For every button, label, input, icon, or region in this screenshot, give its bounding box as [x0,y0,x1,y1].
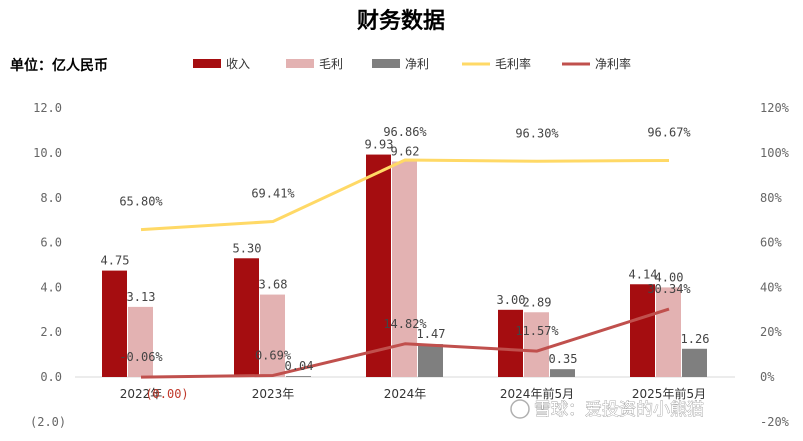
bar-净利 [418,344,443,377]
legend-swatch [372,59,400,68]
data-label-收入: 3.00 [497,293,526,307]
bar-收入 [498,309,523,377]
bar-净利 [286,376,311,377]
data-label-净利率: 11.57% [515,324,559,338]
data-label-毛利率: 96.30% [515,126,559,140]
unit-label: 单位：亿人民币 [10,57,108,74]
x-tick-label: 2024年 [384,387,427,401]
bar-净利 [682,348,707,377]
legend-swatch [286,59,314,68]
y-left-tick-label: 6.0 [40,236,62,250]
y-right-tick-label: -20% [760,415,790,429]
bar-毛利 [656,287,681,377]
y-right-tick-label: 20% [760,325,782,339]
x-tick-label: 2024年前5月 [500,386,574,401]
legend-item-毛利率: 毛利率 [462,56,531,71]
x-tick-label: 2025年前5月 [632,386,706,401]
bar-毛利 [128,306,153,377]
data-label-净利: 0.35 [549,352,578,366]
legend-swatch [193,59,221,68]
legend-item-毛利: 毛利 [286,57,343,71]
y-right-tick-label: 0% [760,370,775,384]
y-right-tick-label: 40% [760,280,782,294]
data-label-收入: 4.75 [101,254,130,268]
legend-label: 净利率 [595,56,631,71]
bar-收入 [102,270,127,377]
y-right-tick-label: 100% [760,146,790,160]
line-毛利率 [140,158,670,232]
y-left-tick-label: 10.0 [33,146,62,160]
y-left-tick-label: 8.0 [40,191,62,205]
data-label-净利: 0.04 [285,359,314,373]
data-label-净利率: 30.34% [647,282,691,296]
y-right-tick-label: 80% [760,191,782,205]
line-series [140,158,670,379]
bar-毛利 [524,312,549,377]
data-label-毛利率: 96.67% [647,125,691,139]
bar-收入 [630,284,655,377]
snowball-logo-icon [510,399,530,419]
watermark: 雪球：爱投资的小熊猫 [510,399,704,420]
data-label-毛利率: 96.86% [383,125,427,139]
legend-item-净利率: 净利率 [562,56,631,71]
data-label-毛利: 3.68 [259,278,288,292]
legend-item-收入: 收入 [193,57,250,71]
y-left-tick-label: 4.0 [40,280,62,294]
bar-净利 [550,369,575,377]
data-label-毛利: 9.62 [391,145,420,159]
data-label-毛利: 3.13 [127,290,156,304]
data-label-毛利: 4.00 [655,270,684,284]
data-label-毛利率: 69.41% [251,187,295,201]
x-tick-label: 2022年 [120,387,163,401]
y-right-tick-label: 60% [760,236,782,250]
data-label-收入: 4.14 [629,267,658,281]
data-label-收入: 9.93 [365,138,394,152]
bar-毛利 [260,294,285,377]
data-label-毛利: 2.89 [523,295,552,309]
data-label-净利: (0.00) [145,387,188,401]
y-left-tick-label: 12.0 [33,101,62,115]
y-left-tick-label: 2.0 [40,325,62,339]
data-label-净利率: 0.69% [255,348,292,362]
bar-series [102,154,707,378]
chart-title: 财务数据 [357,8,445,34]
axes: (2.0) 0.0 2.0 4.0 6.0 8.0 10.0 12.0 -20% 0% 20% 40%… [30,101,790,429]
bar-收入 [234,258,259,377]
data-label-收入: 5.30 [233,241,262,255]
line-净利率 [140,307,670,379]
data-label-净利: 1.26 [681,332,710,346]
data-label-净利率: 14.82% [383,317,427,331]
y-left-tick-label: (2.0) [30,415,66,429]
legend-label: 毛利率 [495,56,531,71]
watermark-text: 雪球：爱投资的小熊猫 [534,400,704,420]
data-label-净利率: -0.06% [119,350,163,364]
y-right-tick-label: 120% [760,101,790,115]
bar-毛利 [392,161,417,377]
legend-label: 收入 [226,57,250,71]
y-left-tick-label: 0.0 [40,370,62,384]
data-labels: 4.75 5.30 9.93 3.00 4.14 3.13 3.68 9.62 2.89 4.00… [101,125,710,401]
legend-item-净利: 净利 [372,57,429,71]
data-label-毛利率: 65.80% [119,195,163,209]
legend: 收入 毛利 净利 毛利率 净利率 [193,56,631,71]
data-label-净利: 1.47 [417,327,446,341]
x-tick-label: 2023年 [252,387,295,401]
legend-label: 净利 [405,57,429,71]
bar-收入 [366,154,391,377]
legend-label: 毛利 [319,57,343,71]
